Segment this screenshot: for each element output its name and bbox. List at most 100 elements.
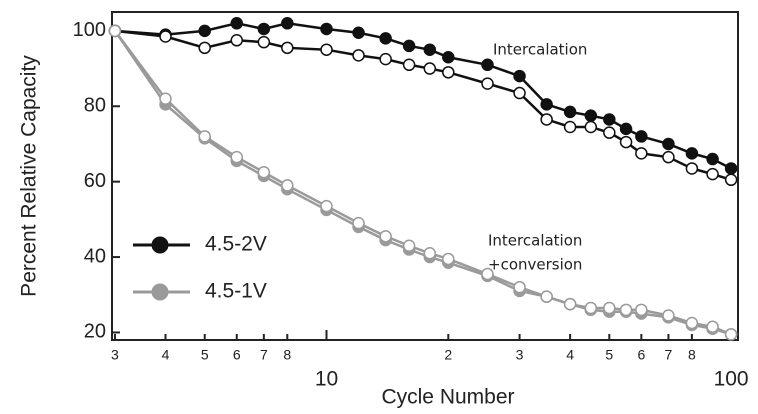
data-point bbox=[706, 320, 719, 334]
data-point bbox=[513, 69, 526, 83]
data-point bbox=[513, 86, 526, 100]
legend-marker bbox=[151, 283, 169, 301]
x-minor-tick-label: 3 bbox=[111, 347, 119, 363]
data-point bbox=[379, 230, 392, 243]
x-minor-tick-label: 3 bbox=[516, 347, 524, 363]
data-point bbox=[402, 58, 416, 72]
x-minor-tick-label: 8 bbox=[688, 347, 696, 363]
data-point bbox=[685, 316, 699, 330]
data-point bbox=[159, 30, 172, 43]
x-minor-tick-label: 8 bbox=[283, 347, 291, 363]
data-point bbox=[423, 62, 437, 75]
data-point bbox=[662, 137, 675, 151]
data-point bbox=[198, 24, 211, 38]
data-point bbox=[442, 50, 455, 64]
x-axis-label: Cycle Number bbox=[381, 386, 514, 409]
data-point bbox=[584, 120, 598, 134]
data-point bbox=[198, 130, 211, 143]
data-point bbox=[635, 147, 648, 160]
data-point bbox=[584, 301, 598, 315]
data-point bbox=[662, 309, 675, 322]
data-point bbox=[724, 173, 738, 187]
data-point bbox=[481, 267, 494, 281]
data-point bbox=[724, 162, 738, 175]
data-point bbox=[442, 66, 455, 79]
data-point bbox=[662, 150, 675, 164]
data-point bbox=[230, 150, 243, 164]
data-point bbox=[540, 113, 553, 126]
data-point bbox=[563, 120, 577, 134]
x-minor-tick-label: 6 bbox=[233, 347, 241, 363]
data-point bbox=[379, 32, 392, 45]
y-axis-label: Percent Relative Capacity bbox=[18, 55, 41, 297]
x-major-tick-label: 10 bbox=[315, 368, 338, 391]
x-minor-tick-label: 7 bbox=[260, 347, 268, 363]
data-point bbox=[352, 26, 365, 39]
data-point bbox=[198, 41, 211, 55]
data-point bbox=[603, 301, 616, 315]
legend-label: 4.5-2V bbox=[205, 233, 267, 256]
data-point bbox=[281, 41, 294, 55]
data-point bbox=[402, 39, 416, 53]
data-point bbox=[619, 135, 633, 149]
x-minor-tick-label: 4 bbox=[162, 347, 170, 363]
data-point bbox=[540, 290, 553, 303]
data-point bbox=[379, 52, 392, 66]
data-point bbox=[706, 167, 719, 181]
data-point bbox=[352, 216, 365, 230]
annotation: Intercalation bbox=[488, 232, 582, 250]
annotation: +conversion bbox=[488, 256, 582, 274]
data-point bbox=[706, 152, 719, 166]
y-tick-label: 40 bbox=[84, 245, 106, 267]
legend-marker bbox=[151, 236, 169, 254]
x-minor-tick-label: 6 bbox=[637, 347, 645, 363]
data-point bbox=[563, 105, 577, 119]
data-point bbox=[320, 199, 333, 213]
data-point bbox=[423, 247, 437, 260]
data-point bbox=[320, 43, 333, 56]
x-minor-tick-label: 2 bbox=[444, 347, 452, 363]
data-point bbox=[603, 113, 616, 126]
data-point bbox=[230, 34, 243, 47]
data-point bbox=[481, 77, 494, 90]
y-tick-label: 100 bbox=[73, 19, 106, 41]
x-minor-tick-label: 7 bbox=[665, 347, 673, 363]
data-point bbox=[108, 24, 122, 38]
data-point bbox=[442, 252, 455, 266]
data-point bbox=[603, 126, 616, 139]
plot-frame bbox=[111, 11, 739, 341]
data-point bbox=[685, 162, 699, 175]
y-tick-label: 80 bbox=[84, 95, 106, 117]
data-point bbox=[685, 147, 699, 160]
data-point bbox=[540, 98, 553, 111]
x-minor-tick-label: 5 bbox=[201, 347, 209, 363]
y-tick-label: 60 bbox=[84, 170, 106, 192]
data-point bbox=[281, 17, 294, 30]
data-point bbox=[513, 280, 526, 294]
data-point bbox=[352, 49, 365, 62]
data-point bbox=[619, 303, 633, 317]
data-point bbox=[481, 58, 494, 72]
data-point bbox=[635, 130, 648, 143]
data-point bbox=[257, 35, 271, 49]
data-point bbox=[281, 179, 294, 192]
data-point bbox=[257, 165, 271, 179]
data-point bbox=[423, 43, 437, 56]
data-point bbox=[230, 17, 243, 30]
data-point bbox=[619, 122, 633, 136]
x-minor-tick-label: 4 bbox=[566, 347, 574, 363]
data-point bbox=[159, 92, 172, 105]
x-minor-tick-label: 5 bbox=[605, 347, 613, 363]
data-point bbox=[563, 297, 577, 311]
data-point bbox=[320, 22, 333, 36]
data-point bbox=[402, 239, 416, 252]
data-point bbox=[584, 109, 598, 122]
y-tick-label: 20 bbox=[84, 321, 106, 343]
data-point bbox=[635, 303, 648, 317]
x-major-tick-label: 100 bbox=[714, 368, 749, 391]
data-point bbox=[257, 22, 271, 36]
annotation: Intercalation bbox=[493, 41, 587, 59]
data-point bbox=[724, 328, 738, 341]
legend-label: 4.5-1V bbox=[205, 280, 267, 303]
